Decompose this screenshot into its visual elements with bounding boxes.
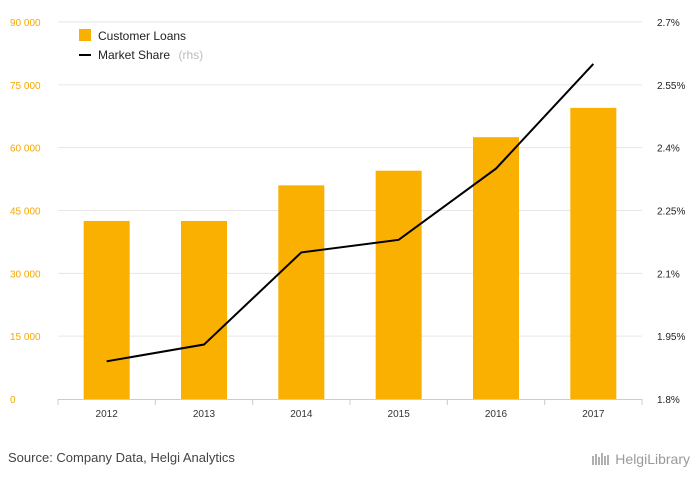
y-left-tick-label: 90 000 [10,18,41,29]
y-right-tick-label: 1.8% [657,395,680,406]
bar-2015 [375,170,422,399]
brand-logo: HelgiLibrary [591,451,690,467]
legend-label-customer-loans: Customer Loans [98,29,186,43]
y-left-tick-label: 60 000 [10,144,41,155]
y-right-tick-label: 2.7% [657,18,680,29]
y-left-tick-label: 15 000 [10,332,41,343]
y-right-tick-label: 2.1% [657,269,680,280]
y-right-tick-label: 2.4% [657,144,680,155]
bar-2017 [570,107,617,399]
y-left-tick-label: 45 000 [10,207,41,218]
grid-lines [58,21,642,337]
x-tick-label: 2013 [193,409,216,420]
bar-series [83,107,617,399]
y-left-tick-label: 75 000 [10,81,41,92]
y-right-tick-label: 2.25% [657,207,685,218]
x-tick-label: 2012 [96,409,119,420]
source-note: Source: Company Data, Helgi Analytics [8,450,235,465]
axes: 0 15 000 30 000 45 000 60 000 75 000 90 000 1.8… [10,18,685,420]
x-tick-label: 2015 [388,409,411,420]
legend-label-market-share: Market Share (rhs) [98,46,203,63]
legend-label-market-share-text: Market Share [98,48,170,62]
legend-label-market-share-note: (rhs) [178,48,203,62]
x-tick-label: 2016 [485,409,508,420]
y-left-tick-label: 30 000 [10,269,41,280]
y-right-tick-label: 1.95% [657,332,685,343]
y-right-tick-label: 2.55% [657,81,685,92]
bar-2013 [181,220,227,399]
brand-name: HelgiLibrary [615,451,690,467]
x-tick-label: 2017 [582,409,605,420]
bar-2014 [278,185,325,399]
market-share-line [106,63,595,363]
x-tick-label: 2014 [290,409,313,420]
library-icon [592,453,610,465]
bar-2016 [473,137,519,399]
bar-2012 [83,220,130,399]
line-series [106,63,595,363]
legend-swatch-customer-loans [79,29,91,41]
y-left-tick-label: 0 [10,395,16,406]
legend: Customer Loans Market Share (rhs) [79,29,203,63]
